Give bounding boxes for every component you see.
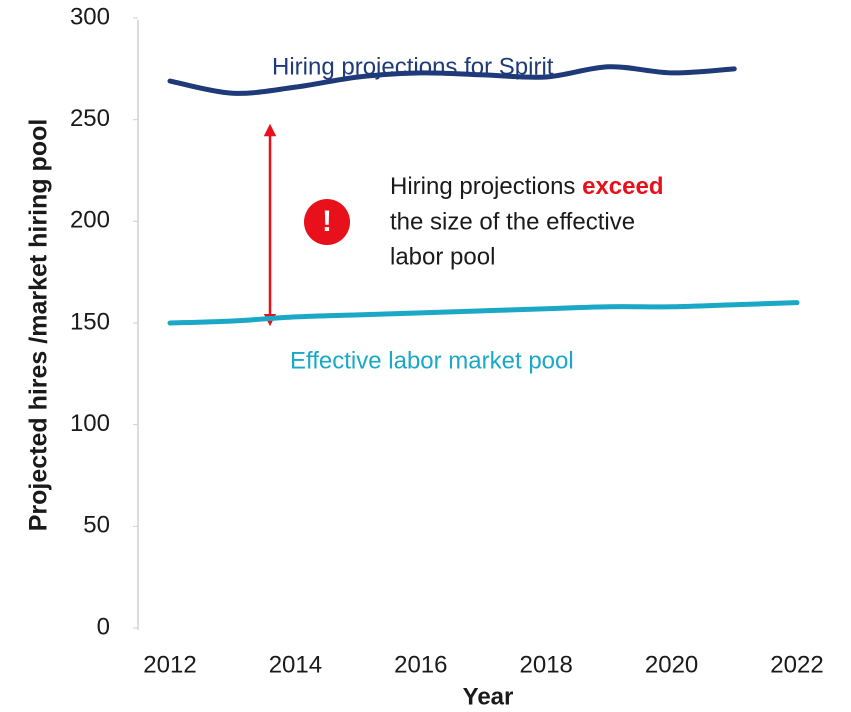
x-tick-label: 2014 — [269, 651, 322, 678]
series-line — [167, 300, 800, 326]
y-tick-label: 0 — [97, 613, 110, 640]
annotation: Hiring projections exceed — [390, 173, 664, 200]
y-axis-label: Projected hires /market hiring pool — [25, 119, 53, 532]
x-tick-label: 2020 — [645, 651, 698, 678]
annotation-text: labor pool — [390, 243, 495, 270]
y-tick-label: 100 — [70, 410, 110, 437]
y-tick-label: 150 — [70, 308, 110, 335]
x-axis-label: Year — [463, 683, 514, 710]
x-tick-label: 2012 — [143, 651, 196, 678]
series-line — [167, 64, 737, 96]
alert-icon: ! — [322, 205, 332, 238]
y-tick-label: 250 — [70, 105, 110, 132]
x-tick-label: 2022 — [770, 651, 823, 678]
y-tick-label: 200 — [70, 207, 110, 234]
alert-circle — [304, 199, 350, 245]
y-tick-label: 300 — [70, 3, 110, 30]
series-label: Effective labor market pool — [290, 347, 574, 374]
annotation-text: the size of the effective — [390, 208, 635, 235]
series-label: Hiring projections for Spirit — [272, 53, 554, 80]
x-tick-label: 2018 — [520, 651, 573, 678]
x-tick-label: 2016 — [394, 651, 447, 678]
y-tick-label: 50 — [83, 512, 110, 539]
annotation-text: Hiring projections — [390, 173, 575, 200]
annotation-emphasis: exceed — [582, 173, 663, 200]
